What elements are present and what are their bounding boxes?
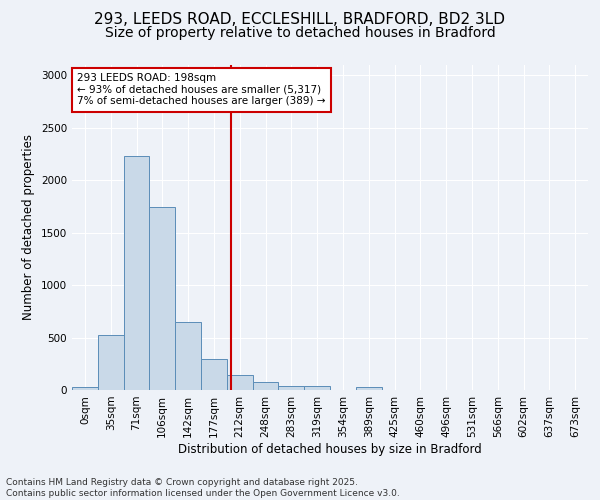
Bar (124, 156, 149, 390)
Bar (149, 206, 175, 390)
Text: 293 LEEDS ROAD: 198sqm
← 93% of detached houses are smaller (5,317)
7% of semi-d: 293 LEEDS ROAD: 198sqm ← 93% of detached… (77, 73, 326, 106)
Bar (304, 386, 330, 390)
Bar (201, 359, 227, 390)
Text: Contains HM Land Registry data © Crown copyright and database right 2025.
Contai: Contains HM Land Registry data © Crown c… (6, 478, 400, 498)
Bar (278, 386, 304, 390)
Bar (356, 387, 382, 390)
Text: 293, LEEDS ROAD, ECCLESHILL, BRADFORD, BD2 3LD: 293, LEEDS ROAD, ECCLESHILL, BRADFORD, B… (95, 12, 505, 28)
Y-axis label: Number of detached properties: Number of detached properties (22, 134, 35, 320)
Bar (227, 375, 253, 390)
Bar (175, 322, 201, 390)
Text: Size of property relative to detached houses in Bradford: Size of property relative to detached ho… (104, 26, 496, 40)
Bar (98, 336, 124, 390)
Bar (72, 387, 98, 390)
X-axis label: Distribution of detached houses by size in Bradford: Distribution of detached houses by size … (178, 442, 482, 456)
Bar (253, 382, 278, 390)
